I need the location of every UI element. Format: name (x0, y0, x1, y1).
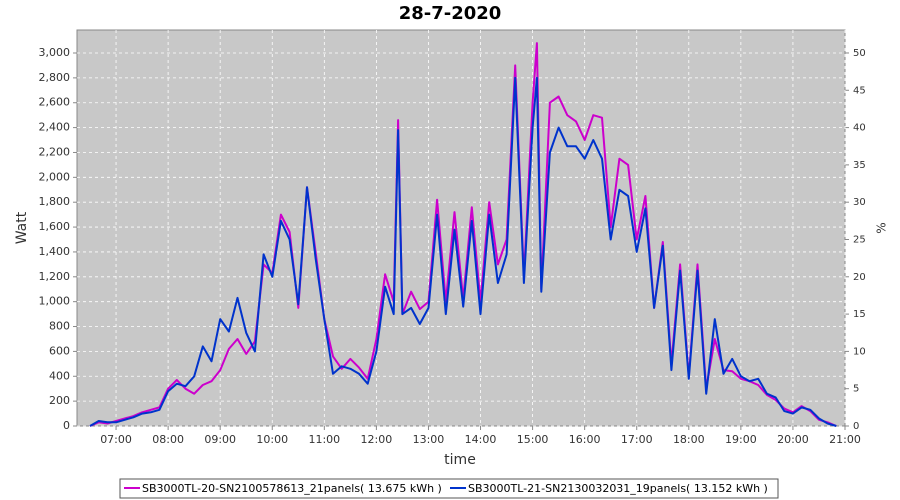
y-tick-label: 200 (49, 394, 70, 407)
series-line (89, 76, 837, 427)
legend (119, 478, 779, 499)
y-tick-label: 1,000 (39, 295, 71, 308)
plot-area (76, 29, 846, 427)
x-tick-label: 12:00 (361, 433, 393, 446)
x-tick-label: 20:00 (777, 433, 809, 446)
y-tick-label: 2,200 (39, 145, 71, 158)
y2-tick-label: 50 (853, 48, 866, 59)
x-tick-label: 16:00 (569, 433, 601, 446)
y-tick-label: 1,400 (39, 245, 71, 258)
y-tick-label: 800 (49, 320, 70, 333)
chart-title: 28-7-2020 (399, 3, 502, 24)
y-tick-label: 2,800 (39, 71, 71, 84)
x-tick-label: 10:00 (256, 433, 288, 446)
y-tick-label: 3,000 (39, 46, 71, 59)
x-tick-label: 07:00 (100, 433, 132, 446)
y2-tick-label: 40 (853, 123, 866, 134)
y2-tick-label: 15 (853, 309, 866, 320)
x-tick-label: 09:00 (204, 433, 236, 446)
y-tick-label: 600 (49, 344, 70, 357)
y-tick-label: 1,200 (39, 270, 71, 283)
y-tick-label: 1,800 (39, 195, 71, 208)
y-axis-label: Watt (14, 211, 30, 244)
x-tick-label: 11:00 (308, 433, 340, 446)
x-tick-label: 21:00 (829, 433, 861, 446)
y-tick-label: 2,600 (39, 96, 71, 109)
x-tick-label: 19:00 (725, 433, 757, 446)
x-tick-label: 14:00 (465, 433, 497, 446)
y-tick-label: 2,000 (39, 170, 71, 183)
y-tick-label: 1,600 (39, 220, 71, 233)
y2-tick-label: 35 (853, 160, 866, 171)
y2-tick-label: 5 (853, 384, 859, 395)
x-tick-label: 15:00 (517, 433, 549, 446)
x-tick-label: 18:00 (673, 433, 705, 446)
x-tick-label: 17:00 (621, 433, 653, 446)
y2-tick-label: 25 (853, 234, 866, 245)
y2-tick-label: 45 (853, 85, 866, 96)
y2-tick-label: 10 (853, 346, 866, 357)
y2-tick-label: 0 (853, 421, 859, 432)
y2-tick-label: 30 (853, 197, 866, 208)
y-tick-label: 2,400 (39, 121, 71, 134)
x-tick-label: 08:00 (152, 433, 184, 446)
y2-axis-label: % (875, 222, 889, 233)
legend-label: SB3000TL-21-SN2130032031_19panels( 13.15… (468, 482, 768, 495)
y-tick-label: 0 (63, 419, 70, 432)
x-tick-label: 13:00 (413, 433, 445, 446)
x-axis-label: time (444, 452, 476, 468)
y2-tick-label: 20 (853, 272, 866, 283)
legend-label: SB3000TL-20-SN2100578613_21panels( 13.67… (142, 482, 442, 495)
y-tick-label: 400 (49, 369, 70, 382)
